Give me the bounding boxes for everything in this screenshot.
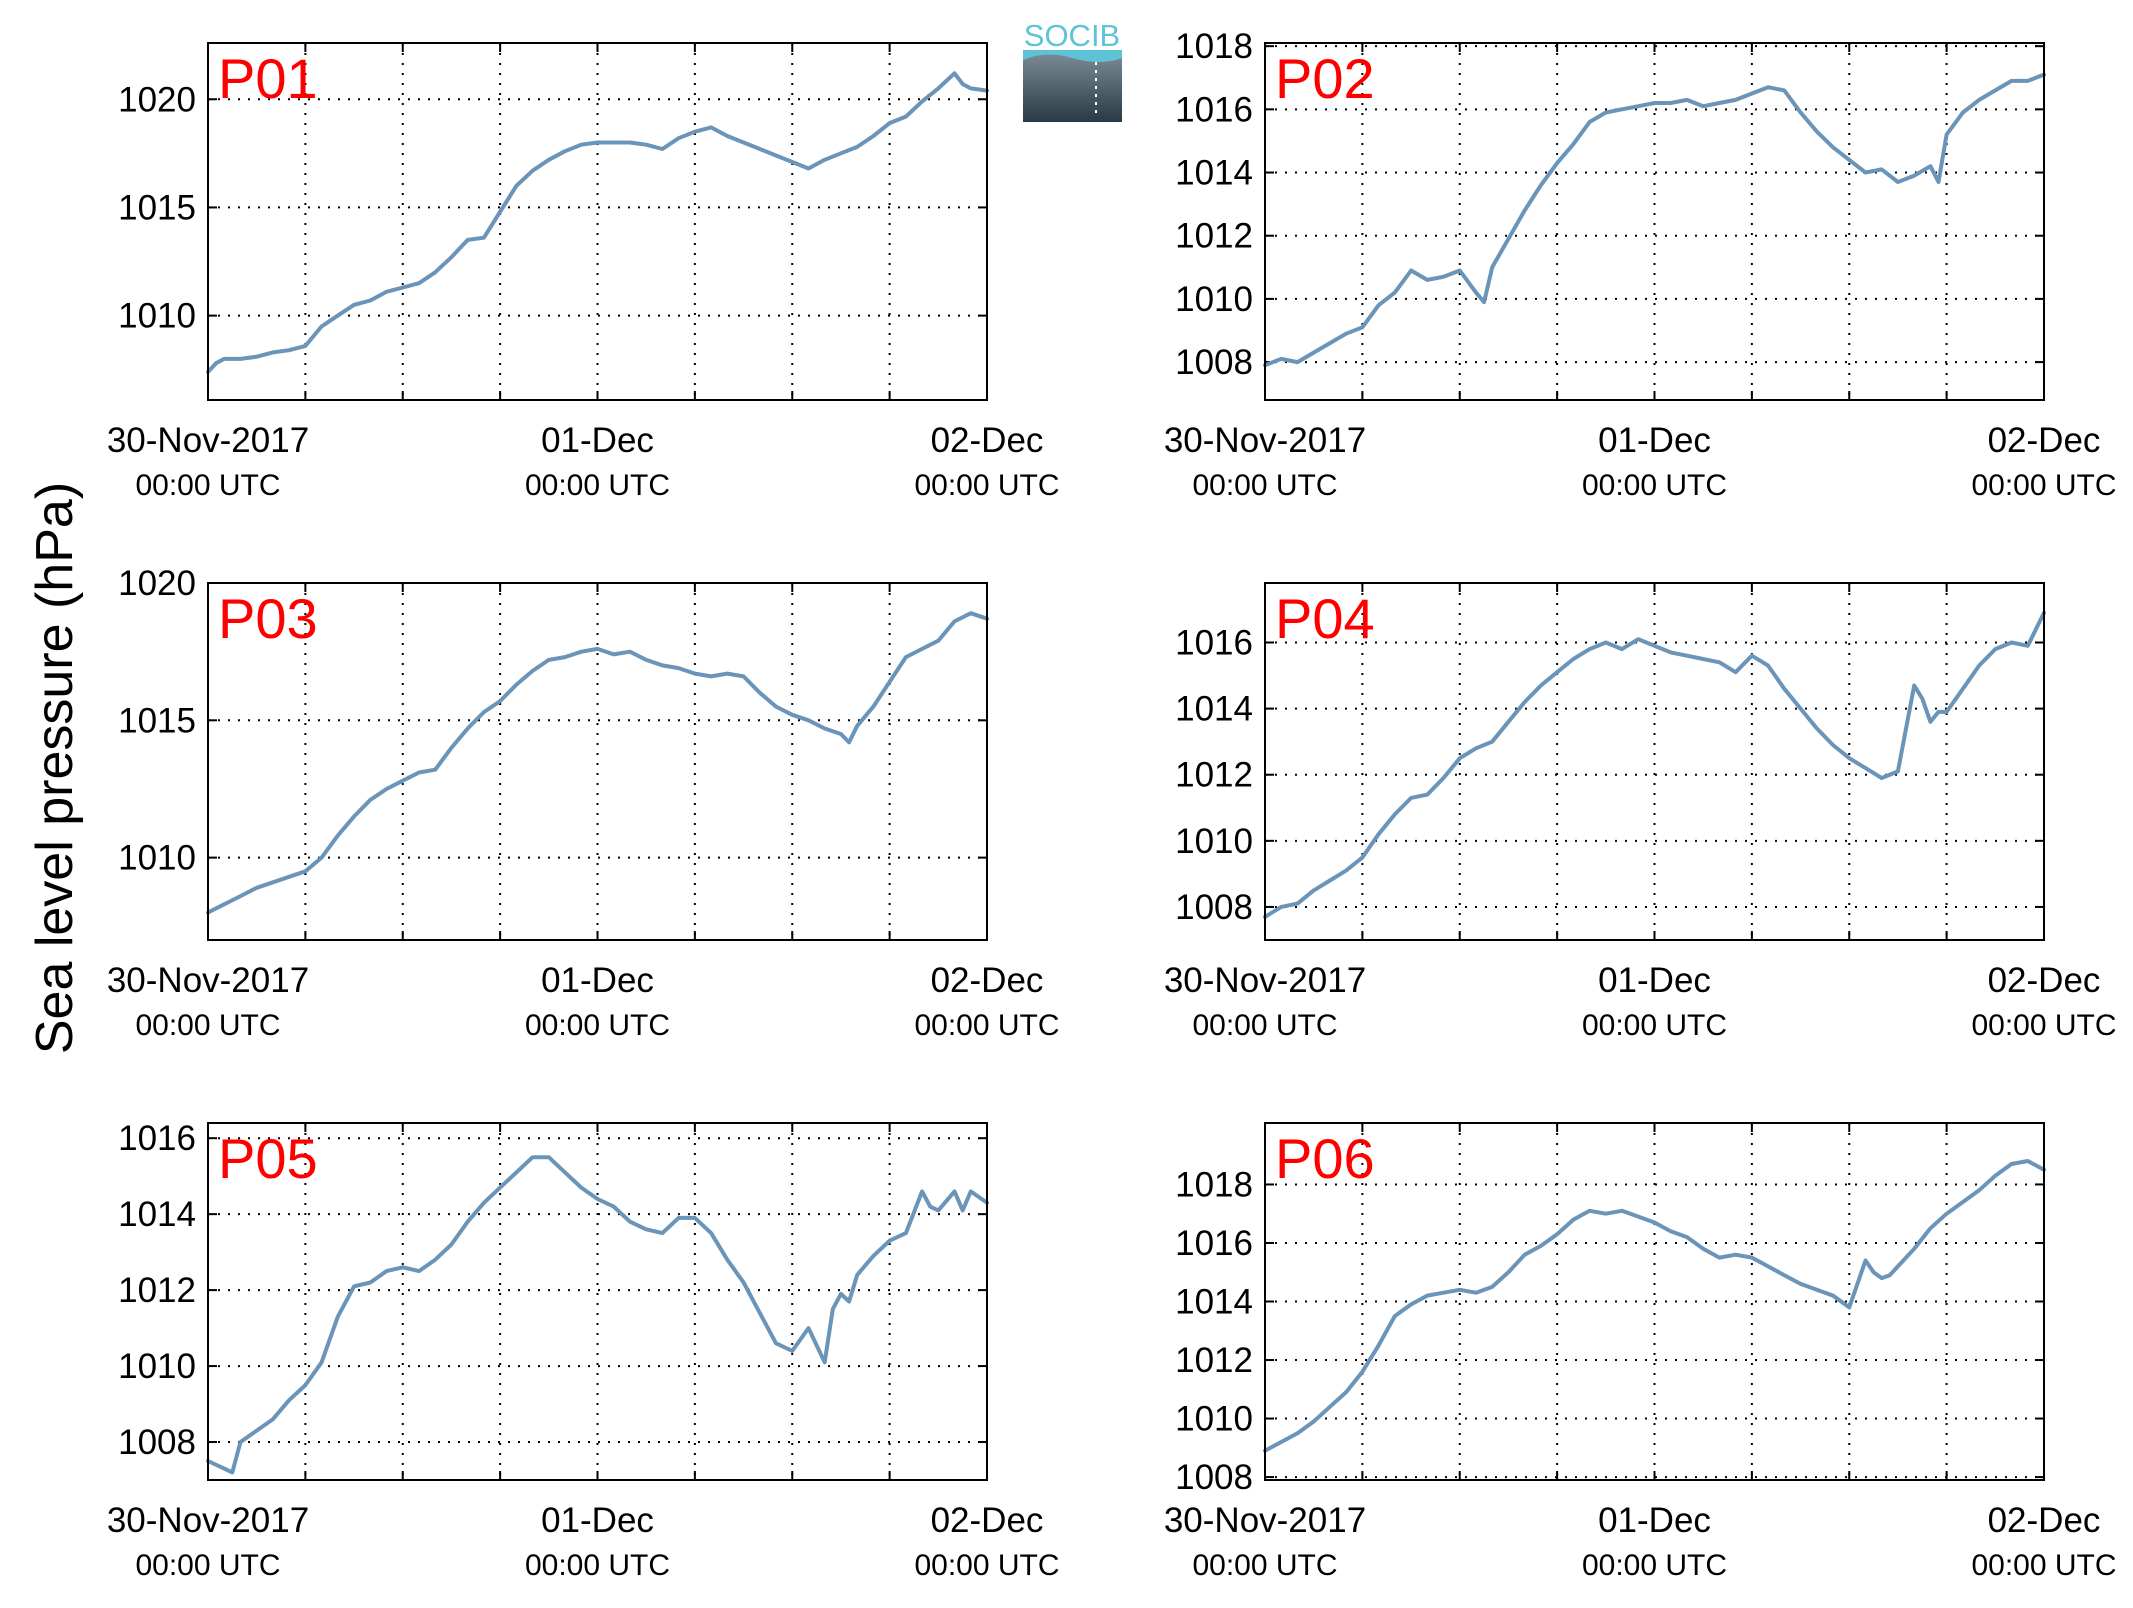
x-tick-label-time: 00:00 UTC <box>1582 1549 1727 1582</box>
series-line-p03 <box>206 611 989 915</box>
plot-area <box>1265 43 2044 400</box>
x-tick-label-date: 01-Dec <box>541 421 654 460</box>
x-tick-label-date: 01-Dec <box>541 1501 654 1540</box>
series-line-p04 <box>1263 610 2046 919</box>
x-tick-label-date: 02-Dec <box>1988 421 2101 460</box>
y-tick-label: 1012 <box>1175 1341 1253 1380</box>
x-tick-label-time: 00:00 UTC <box>1582 469 1727 502</box>
x-tick-label-time: 00:00 UTC <box>525 469 670 502</box>
y-tick-label: 1016 <box>1175 1224 1253 1263</box>
figure-ylabel: Sea level pressure (hPa) <box>26 482 84 1054</box>
series-line-p06 <box>1263 1159 2046 1453</box>
panel-p02: 1008 1010 1012 1014 1016 1018 P02 30-Nov-2017 00… <box>1164 27 2117 502</box>
x-tick-label-time: 00:00 UTC <box>1192 469 1337 502</box>
panel-label: P02 <box>1275 47 1375 110</box>
x-tick-label-date: 01-Dec <box>1598 421 1711 460</box>
y-tick-label: 1012 <box>1175 217 1253 256</box>
y-tick-label: 1010 <box>1175 280 1253 319</box>
x-tick-label-date: 01-Dec <box>1598 961 1711 1000</box>
panel-p03: 1010 1015 1020 P03 30-Nov-2017 00:00 UTC 01-De… <box>107 564 1060 1042</box>
x-tick-label-date: 30-Nov-2017 <box>1164 1501 1366 1540</box>
panel-p01: 1010 1015 1020 P01 30-Nov-2017 00:00 UTC 01-De… <box>107 42 1060 502</box>
x-tick-label-time: 00:00 UTC <box>1971 469 2116 502</box>
panel-label: P04 <box>1275 587 1375 650</box>
x-tick-label-date: 30-Nov-2017 <box>1164 961 1366 1000</box>
x-tick-label-time: 00:00 UTC <box>525 1009 670 1042</box>
x-tick-label-time: 00:00 UTC <box>914 1009 1059 1042</box>
y-tick-label: 1012 <box>118 1271 196 1310</box>
y-tick-label: 1014 <box>118 1195 196 1234</box>
socib-logo: SOCIB <box>1023 18 1122 122</box>
x-tick-label-time: 00:00 UTC <box>135 1009 280 1042</box>
panel-p06: 1008 1010 1012 1014 1016 1018 P06 30-Nov-2017 00… <box>1164 1122 2117 1582</box>
x-tick-label-date: 30-Nov-2017 <box>107 1501 309 1540</box>
plot-area <box>208 583 987 940</box>
plot-frame <box>1264 1122 2045 1481</box>
x-tick-label-date: 30-Nov-2017 <box>107 961 309 1000</box>
panel-label: P03 <box>218 587 318 650</box>
y-tick-label: 1015 <box>118 701 196 740</box>
x-tick-label-date: 30-Nov-2017 <box>107 421 309 460</box>
x-tick-label-time: 00:00 UTC <box>1971 1549 2116 1582</box>
y-tick-label: 1016 <box>1175 90 1253 129</box>
y-tick-label: 1016 <box>1175 624 1253 663</box>
y-tick-label: 1008 <box>1175 343 1253 382</box>
x-tick-label-time: 00:00 UTC <box>135 469 280 502</box>
y-tick-label: 1014 <box>1175 690 1253 729</box>
x-tick-label-time: 00:00 UTC <box>1582 1009 1727 1042</box>
x-tick-label-date: 01-Dec <box>1598 1501 1711 1540</box>
y-tick-label: 1018 <box>1175 1165 1253 1204</box>
y-tick-label: 1020 <box>118 564 196 603</box>
plot-frame <box>207 582 988 941</box>
panel-p04: 1008 1010 1012 1014 1016 P04 30-Nov-2017 00:00 … <box>1164 582 2117 1042</box>
socib-logo-text: SOCIB <box>1024 18 1120 53</box>
x-tick-label-date: 02-Dec <box>1988 1501 2101 1540</box>
plot-area <box>208 43 987 400</box>
x-tick-label-date: 02-Dec <box>931 961 1044 1000</box>
x-tick-label-date: 02-Dec <box>1988 961 2101 1000</box>
series-line-p01 <box>206 71 989 374</box>
y-tick-label: 1014 <box>1175 154 1253 193</box>
y-tick-label: 1012 <box>1175 756 1253 795</box>
y-tick-label: 1018 <box>1175 27 1253 66</box>
x-tick-label-time: 00:00 UTC <box>135 1549 280 1582</box>
x-tick-label-time: 00:00 UTC <box>1192 1549 1337 1582</box>
x-tick-label-date: 02-Dec <box>931 421 1044 460</box>
plot-frame <box>1264 582 2045 941</box>
x-tick-label-time: 00:00 UTC <box>914 469 1059 502</box>
x-tick-label-time: 00:00 UTC <box>914 1549 1059 1582</box>
plot-area <box>1265 1123 2044 1480</box>
y-tick-label: 1010 <box>118 297 196 336</box>
y-tick-label: 1016 <box>118 1119 196 1158</box>
y-tick-label: 1008 <box>1175 1458 1253 1497</box>
panels: 1010 1015 1020 P01 30-Nov-2017 00:00 UTC 01-De… <box>107 27 2117 1582</box>
panel-label: P05 <box>218 1127 318 1190</box>
y-tick-label: 1008 <box>1175 888 1253 927</box>
plot-frame <box>207 42 988 401</box>
x-tick-label-time: 00:00 UTC <box>1971 1009 2116 1042</box>
panel-label: P06 <box>1275 1127 1375 1190</box>
y-tick-label: 1010 <box>118 1347 196 1386</box>
x-tick-label-date: 01-Dec <box>541 961 654 1000</box>
x-tick-label-date: 30-Nov-2017 <box>1164 421 1366 460</box>
y-tick-label: 1015 <box>118 188 196 227</box>
y-tick-label: 1008 <box>118 1423 196 1462</box>
x-tick-label-time: 00:00 UTC <box>525 1549 670 1582</box>
panel-p05: 1008 1010 1012 1014 1016 P05 30-Nov-2017 00:00 … <box>107 1119 1060 1582</box>
plot-frame <box>1264 42 2045 401</box>
panel-label: P01 <box>218 47 318 110</box>
y-tick-label: 1010 <box>1175 822 1253 861</box>
plot-area <box>1265 583 2044 940</box>
y-tick-label: 1010 <box>118 839 196 878</box>
plot-frame <box>207 1122 988 1481</box>
plot-area <box>208 1123 987 1480</box>
series-line-p02 <box>1263 72 2046 368</box>
y-tick-label: 1014 <box>1175 1283 1253 1322</box>
y-tick-label: 1010 <box>1175 1400 1253 1439</box>
y-tick-label: 1020 <box>118 80 196 119</box>
series-line-p05 <box>206 1155 989 1475</box>
x-tick-label-date: 02-Dec <box>931 1501 1044 1540</box>
x-tick-label-time: 00:00 UTC <box>1192 1009 1337 1042</box>
